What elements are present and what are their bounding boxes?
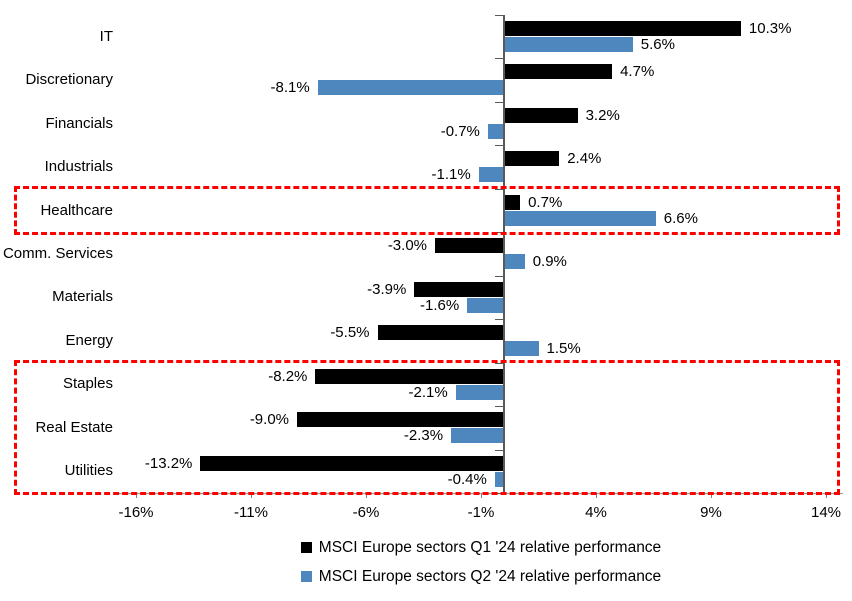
category-axis-tick bbox=[495, 275, 503, 277]
value-label: -8.1% bbox=[270, 79, 310, 97]
category-axis-tick bbox=[495, 493, 503, 494]
value-label: 3.2% bbox=[585, 106, 620, 124]
bar-q2 bbox=[504, 254, 525, 270]
x-tick-label: 4% bbox=[585, 504, 607, 521]
bar-q2 bbox=[317, 80, 504, 96]
x-tick-mark bbox=[481, 493, 482, 498]
x-tick-label: 14% bbox=[810, 504, 842, 521]
value-label: -5.5% bbox=[330, 324, 370, 342]
x-tick-mark bbox=[366, 493, 367, 498]
x-tick-mark bbox=[136, 493, 137, 498]
x-tick-mark bbox=[251, 493, 252, 498]
category-axis-tick bbox=[495, 362, 503, 364]
category-label: Industrials bbox=[44, 158, 113, 176]
bar-q1 bbox=[504, 151, 560, 167]
category-axis-tick bbox=[495, 406, 503, 408]
x-tick-mark bbox=[596, 493, 597, 498]
x-tick-mark bbox=[711, 493, 712, 498]
zero-axis-line bbox=[503, 15, 505, 493]
bar-q2 bbox=[455, 384, 504, 400]
bar-q2 bbox=[504, 341, 539, 357]
value-label: -0.4% bbox=[447, 470, 487, 488]
category-label: Discretionary bbox=[25, 71, 113, 89]
legend-item-q2: MSCI Europe sectors Q2 '24 relative perf… bbox=[300, 562, 662, 591]
value-label: -2.1% bbox=[408, 383, 448, 401]
value-label: 0.7% bbox=[528, 193, 563, 211]
value-label: 0.9% bbox=[532, 253, 567, 271]
bar-q1 bbox=[504, 194, 521, 210]
value-label: -8.2% bbox=[268, 367, 308, 385]
value-label: 10.3% bbox=[748, 20, 792, 37]
category-axis-tick bbox=[495, 101, 503, 103]
value-label: -3.0% bbox=[387, 237, 427, 255]
x-tick-mark bbox=[826, 493, 827, 498]
value-label: 6.6% bbox=[663, 209, 698, 227]
value-label: -1.6% bbox=[420, 296, 460, 314]
value-label: 1.5% bbox=[546, 340, 581, 358]
value-label: -3.9% bbox=[367, 280, 407, 298]
category-label: Staples bbox=[62, 375, 113, 393]
category-label: Financials bbox=[45, 114, 113, 132]
bar-q2 bbox=[487, 123, 504, 139]
x-tick-label: -16% bbox=[118, 504, 154, 521]
value-label: 5.6% bbox=[640, 36, 675, 53]
bar-q2 bbox=[451, 428, 504, 444]
highlight-box bbox=[14, 186, 840, 235]
value-label: -9.0% bbox=[249, 411, 289, 429]
bar-q1 bbox=[414, 281, 504, 297]
category-axis-tick bbox=[495, 188, 503, 190]
category-axis-tick bbox=[495, 58, 503, 60]
bar-q2 bbox=[504, 37, 633, 52]
category-label: Utilities bbox=[64, 462, 113, 480]
bar-q1 bbox=[200, 455, 504, 471]
category-axis-tick bbox=[495, 15, 503, 16]
value-label: -1.1% bbox=[431, 166, 471, 184]
bar-q1 bbox=[504, 107, 578, 123]
legend-label-q2: MSCI Europe sectors Q2 '24 relative perf… bbox=[318, 567, 662, 585]
category-axis-tick bbox=[495, 145, 503, 147]
category-label: Comm. Services bbox=[2, 245, 113, 262]
x-tick-label: 9% bbox=[700, 504, 722, 521]
category-label: Healthcare bbox=[40, 201, 113, 219]
category-label: IT bbox=[99, 27, 113, 45]
bar-q2 bbox=[504, 210, 656, 226]
x-tick-label: -11% bbox=[234, 504, 268, 521]
category-label: Energy bbox=[65, 331, 113, 349]
bar-q1 bbox=[315, 368, 504, 384]
category-axis-tick bbox=[495, 449, 503, 451]
legend-marker-q2-icon bbox=[300, 571, 312, 582]
bar-q1 bbox=[435, 238, 504, 254]
bar-q2 bbox=[478, 167, 504, 183]
bar-q1 bbox=[297, 412, 504, 428]
legend-marker-q1-icon bbox=[300, 542, 312, 553]
bar-q1 bbox=[504, 21, 741, 36]
value-label: 2.4% bbox=[567, 150, 602, 168]
x-tick-label: -1% bbox=[467, 504, 495, 521]
legend: MSCI Europe sectors Q1 '24 relative perf… bbox=[119, 533, 843, 591]
value-label: -13.2% bbox=[144, 454, 193, 472]
bar-q2 bbox=[467, 297, 504, 313]
category-label: Real Estate bbox=[35, 418, 113, 436]
value-label: -0.7% bbox=[440, 122, 480, 140]
x-tick-label: -6% bbox=[352, 504, 380, 521]
bar-q1 bbox=[377, 325, 504, 341]
bar-q1 bbox=[504, 64, 613, 80]
category-label: Materials bbox=[52, 288, 113, 306]
value-label: -2.3% bbox=[403, 427, 444, 445]
category-axis-tick bbox=[495, 232, 503, 234]
category-axis-tick bbox=[495, 319, 503, 321]
value-label: 4.7% bbox=[620, 63, 655, 81]
legend-label-q1: MSCI Europe sectors Q1 '24 relative perf… bbox=[318, 538, 662, 556]
legend-item-q1: MSCI Europe sectors Q1 '24 relative perf… bbox=[300, 533, 662, 562]
bar-q2 bbox=[494, 471, 504, 487]
